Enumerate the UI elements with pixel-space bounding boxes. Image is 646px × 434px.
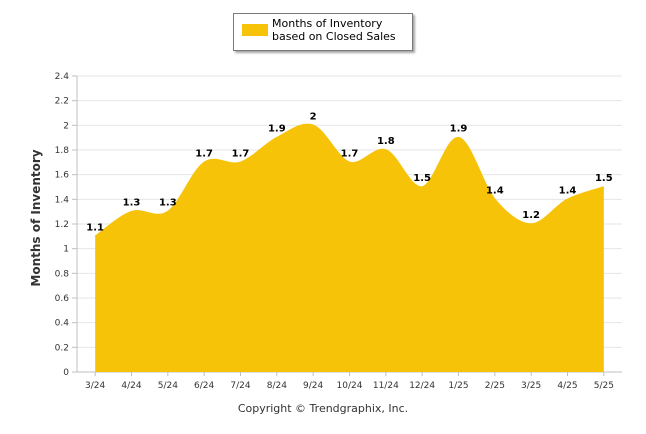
data-label: 1.5 [413, 173, 431, 184]
x-tick-label: 4/24 [121, 381, 141, 391]
y-tick-label: 1.6 [55, 171, 70, 181]
data-label: 1.4 [486, 185, 504, 196]
x-tick-label: 3/24 [85, 381, 105, 391]
series-line [94, 123, 605, 237]
y-tick-label: 2 [63, 121, 69, 131]
y-tick-label: 0.6 [55, 294, 70, 304]
y-tick-label: 0 [63, 368, 69, 378]
x-tick-label: 6/24 [194, 381, 214, 391]
x-tick-label: 8/24 [267, 381, 287, 391]
y-tick-label: 0.4 [55, 319, 70, 329]
x-tick-label: 5/25 [594, 381, 614, 391]
x-tick-label: 4/25 [557, 381, 577, 391]
y-axis-title: Months of Inventory [29, 149, 43, 287]
data-label: 1.7 [232, 148, 250, 159]
x-tick-label: 9/24 [303, 381, 323, 391]
x-tick-label: 12/24 [409, 381, 435, 391]
data-label: 1.9 [268, 124, 286, 135]
data-label: 1.3 [123, 198, 141, 209]
x-tick-label: 2/25 [485, 381, 505, 391]
data-label: 1.5 [595, 173, 613, 184]
data-label: 1.9 [450, 124, 468, 135]
x-tick-label: 3/25 [521, 381, 541, 391]
area-fill [95, 124, 604, 372]
data-label: 2 [310, 111, 317, 122]
y-tick-label: 1.2 [55, 220, 69, 230]
legend-label: Months of Inventory based on Closed Sale… [272, 17, 396, 43]
y-tick-label: 2.4 [55, 72, 70, 82]
data-label: 1.1 [86, 222, 104, 233]
y-tick-label: 0.8 [55, 269, 70, 279]
data-label: 1.3 [159, 198, 177, 209]
data-label: 1.4 [559, 185, 577, 196]
y-tick-label: 1 [63, 245, 69, 255]
x-tick-label: 1/25 [448, 381, 468, 391]
y-tick-label: 1.4 [55, 195, 70, 205]
data-label: 1.8 [377, 136, 395, 147]
x-tick-label: 11/24 [373, 381, 399, 391]
x-tick-label: 7/24 [230, 381, 250, 391]
y-tick-label: 2.2 [55, 97, 69, 107]
data-label: 1.2 [522, 210, 540, 221]
data-label: 1.7 [195, 148, 213, 159]
legend-swatch [242, 24, 268, 36]
data-label: 1.7 [341, 148, 359, 159]
x-tick-label: 10/24 [337, 381, 363, 391]
x-tick-label: 5/24 [158, 381, 178, 391]
chart-legend: Months of Inventory based on Closed Sale… [233, 13, 413, 51]
y-tick-label: 0.2 [55, 343, 69, 353]
y-tick-label: 1.8 [55, 146, 70, 156]
copyright-credit: Copyright © Trendgraphix, Inc. [237, 402, 409, 415]
